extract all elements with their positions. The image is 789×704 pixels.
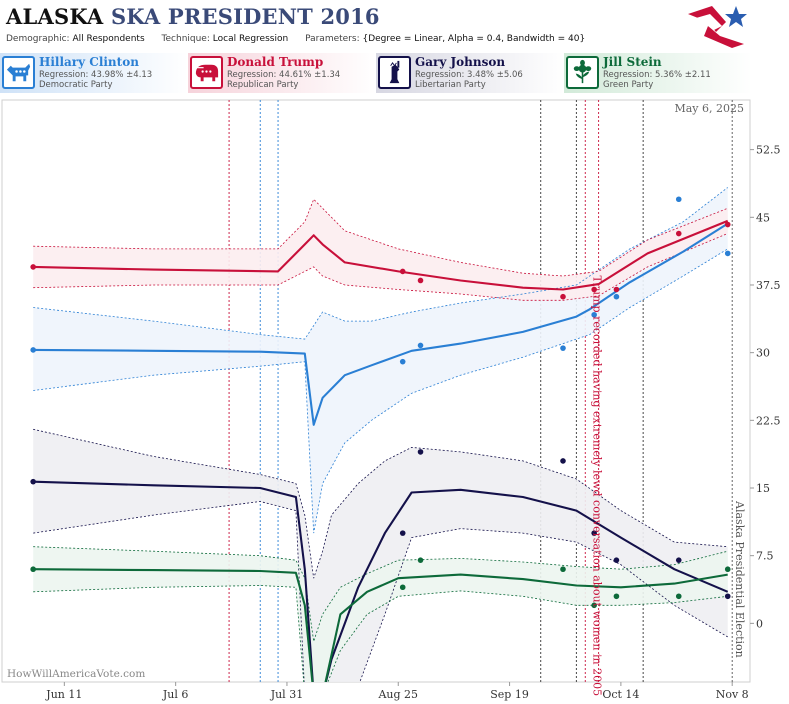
parameters-label: Parameters:	[305, 34, 360, 44]
elephant-icon	[190, 56, 223, 89]
poll-point	[418, 343, 424, 349]
y-tick-label: 22.5	[756, 414, 781, 427]
candidate-name: Gary Johnson	[415, 55, 505, 69]
y-tick-label: 37.5	[756, 279, 781, 292]
candidate-card-stein: Jill Stein Regression: 5.36% ±2.11 Green…	[564, 53, 752, 93]
poll-point	[676, 231, 682, 237]
poll-point	[560, 294, 566, 300]
poll-point	[30, 566, 36, 572]
y-tick-label: 52.5	[756, 144, 781, 157]
poll-point	[614, 557, 620, 563]
site-logo-icon	[686, 2, 750, 50]
candidate-party: Green Party	[603, 80, 653, 90]
donkey-icon	[2, 56, 35, 89]
demographic-value: All Respondents	[72, 34, 144, 44]
candidate-name: Donald Trump	[227, 55, 323, 69]
candidate-regression: Regression: 3.48% ±5.06	[415, 70, 523, 80]
candidate-card-johnson: Gary Johnson Regression: 3.48% ±5.06 Lib…	[376, 53, 564, 93]
header: ALASKA SKA PRESIDENT 2016 Demographic: A…	[0, 0, 789, 52]
technique-label: Technique:	[162, 34, 210, 44]
poll-point	[725, 593, 731, 599]
date-stamp: May 6, 2025	[674, 102, 744, 115]
poll-point	[560, 566, 566, 572]
candidate-name: Hillary Clinton	[39, 55, 139, 69]
polling-chart: 0 7.5 15 22.5 30 37.5 45 52.5 Jun 11 Jul 6 Jul 31 A…	[0, 96, 789, 704]
title-state: ALASKA	[6, 4, 103, 29]
y-tick-label: 30	[756, 347, 770, 360]
watermark: HowWillAmericaVote.com	[7, 668, 145, 680]
x-tick-label: Oct 14	[602, 688, 639, 701]
poll-point	[560, 458, 566, 464]
poll-point	[614, 287, 620, 293]
poll-point	[30, 264, 36, 270]
title-rest: SKA PRESIDENT 2016	[111, 4, 380, 29]
candidate-card-clinton: Hillary Clinton Regression: 43.98% ±4.13…	[0, 53, 188, 93]
candidate-regression: Regression: 43.98% ±4.13	[39, 70, 152, 80]
y-tick-label: 45	[756, 211, 770, 224]
liberty-statue-icon	[378, 56, 411, 89]
poll-point	[418, 557, 424, 563]
poll-point	[30, 479, 36, 485]
poll-point	[676, 196, 682, 202]
candidate-regression: Regression: 5.36% ±2.11	[603, 70, 711, 80]
candidate-legend: Hillary Clinton Regression: 43.98% ±4.13…	[0, 53, 789, 93]
parameters-value: {Degree = Linear, Alpha = 0.4, Bandwidth…	[362, 34, 585, 44]
page-title: ALASKA SKA PRESIDENT 2016	[6, 4, 380, 29]
poll-point	[418, 278, 424, 284]
poll-point	[725, 566, 731, 572]
y-tick-label: 0	[756, 617, 763, 630]
poll-point	[418, 449, 424, 455]
poll-point	[400, 269, 406, 275]
poll-point	[725, 222, 731, 228]
poll-point	[614, 294, 620, 300]
event-annotation: Trump recorded having extremely lewd con…	[591, 275, 604, 696]
flower-icon	[566, 56, 599, 89]
x-tick-label: Nov 8	[716, 688, 749, 701]
poll-point	[30, 347, 36, 353]
poll-point	[614, 593, 620, 599]
candidate-party: Libertarian Party	[415, 80, 486, 90]
candidate-regression: Regression: 44.61% ±1.34	[227, 70, 340, 80]
technique-value: Local Regression	[213, 34, 288, 44]
x-tick-label: Jun 11	[45, 688, 82, 701]
x-tick-label: Jul 31	[270, 688, 304, 701]
y-tick-label: 15	[756, 482, 770, 495]
candidate-party: Democratic Party	[39, 80, 113, 90]
x-tick-label: Jul 6	[162, 688, 189, 701]
y-tick-label: 7.5	[756, 550, 774, 563]
election-annotation: Alaska Presidential Election	[733, 500, 746, 658]
poll-point	[400, 584, 406, 590]
poll-point	[725, 251, 731, 257]
demographic-label: Demographic:	[6, 34, 70, 44]
parameters-line: Demographic: All Respondents Technique: …	[6, 34, 599, 44]
poll-point	[560, 345, 566, 351]
candidate-party: Republican Party	[227, 80, 298, 90]
candidate-name: Jill Stein	[603, 55, 662, 69]
candidate-card-trump: Donald Trump Regression: 44.61% ±1.34 Re…	[188, 53, 376, 93]
x-tick-label: Aug 25	[377, 688, 418, 701]
poll-point	[676, 557, 682, 563]
x-tick-label: Sep 19	[490, 688, 529, 701]
poll-point	[400, 359, 406, 365]
poll-point	[676, 593, 682, 599]
poll-point	[400, 530, 406, 536]
